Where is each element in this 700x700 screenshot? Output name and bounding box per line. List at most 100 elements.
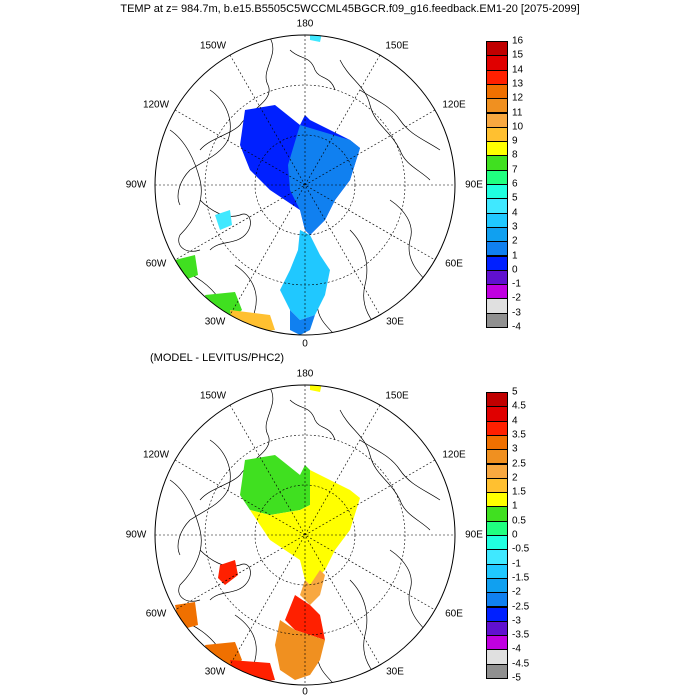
bottom-map-svg <box>154 384 456 686</box>
colorbar-swatch <box>486 269 508 286</box>
colorbar-swatch <box>486 663 508 679</box>
colorbar-swatch <box>486 212 508 228</box>
bottom-polar-map: 180 0 90W 90E 150W 150E 120W 120E 60W 60… <box>126 369 483 698</box>
colorbar-swatch <box>486 126 508 143</box>
bottom-colorbar: 5 4.5 4 3.5 3 2.5 2 1.5 1 0.5 0 -0.5 -1 -1.5 -2 -2.5 -3 -… <box>486 387 529 684</box>
colorbar-swatch <box>486 392 508 408</box>
colorbar-label: -3 <box>512 615 521 627</box>
colorbar-label: 8 <box>512 149 518 161</box>
colorbar-label: 12 <box>512 92 524 104</box>
colorbar-label: 0 <box>512 264 518 276</box>
label-150w: 150W <box>199 40 227 52</box>
colorbar-label: -1.5 <box>512 572 530 584</box>
colorbar-swatch <box>486 69 508 85</box>
colorbar-swatch <box>486 141 508 157</box>
colorbar-label: -3 <box>512 307 521 319</box>
temperature-field <box>175 35 360 335</box>
colorbar-swatch <box>486 577 508 594</box>
temperature-anomaly-field <box>175 385 360 683</box>
colorbar-swatch <box>486 563 508 579</box>
label-150e: 150E <box>385 390 409 402</box>
colorbar-swatch <box>486 284 508 300</box>
colorbar-swatch <box>486 83 508 100</box>
colorbar-swatch <box>486 463 508 479</box>
top-polar-map: 180 0 90W 90E 150W 150E 120W 120E 60W 60… <box>126 19 483 350</box>
graticule <box>155 385 455 685</box>
colorbar-label: 7 <box>512 164 518 176</box>
colorbar-label: 13 <box>512 78 524 90</box>
colorbar-swatch <box>486 420 508 436</box>
colorbar-label: 2 <box>512 235 518 247</box>
colorbar-label: -1 <box>512 278 521 290</box>
figure-title: TEMP at z= 984.7m, b.e15.B5505C5WCCML45B… <box>120 3 580 15</box>
top-colorbar: 16 15 14 13 12 11 10 9 8 7 6 5 4 3 2 1 0 -1 -2 -3 -4 <box>486 36 523 333</box>
colorbar-swatch <box>486 184 508 200</box>
colorbar-label: 6 <box>512 178 518 190</box>
colorbar-swatch <box>486 198 508 214</box>
colorbar-swatch <box>486 549 508 565</box>
colorbar-swatch <box>486 112 508 128</box>
top-map-svg <box>154 34 456 336</box>
map-boundary <box>154 34 456 336</box>
colorbar-label: -4 <box>512 321 521 333</box>
label-90w: 90W <box>125 179 147 191</box>
label-180: 180 <box>296 368 314 380</box>
colorbar-label: -2 <box>512 292 521 304</box>
colorbar-label: 5 <box>512 386 518 398</box>
colorbar-swatch <box>486 434 508 451</box>
colorbar-swatch <box>486 41 508 57</box>
label-150e: 150E <box>385 40 409 52</box>
colorbar-swatch <box>486 592 508 608</box>
colorbar-label: -2.5 <box>512 601 530 612</box>
colorbar-swatch <box>486 477 508 494</box>
label-60e: 60E <box>445 608 463 620</box>
colorbar-swatch <box>486 155 508 171</box>
label-30e: 30E <box>386 316 404 328</box>
label-120e: 120E <box>442 99 466 111</box>
label-120w: 120W <box>142 449 170 461</box>
colorbar-swatch <box>486 492 508 508</box>
colorbar-label: 0.5 <box>512 515 526 527</box>
colorbar-label: -5 <box>512 672 521 684</box>
colorbar-label: 2.5 <box>512 458 526 469</box>
colorbar-swatch <box>486 649 508 665</box>
colorbar-swatch <box>486 255 508 271</box>
colorbar-label: 4 <box>512 415 518 427</box>
label-90e: 90E <box>465 529 483 541</box>
map-boundary <box>154 384 456 686</box>
label-150w: 150W <box>199 390 227 402</box>
colorbar-swatch <box>486 169 508 185</box>
colorbar-label: 4.5 <box>512 400 526 412</box>
colorbar-label: 16 <box>512 35 524 47</box>
label-120w: 120W <box>142 99 170 111</box>
colorbar-label: 3.5 <box>512 429 526 441</box>
colorbar-label: -1 <box>512 558 521 570</box>
colorbar-label: -2 <box>512 586 521 598</box>
colorbar-label: 3 <box>512 443 518 455</box>
colorbar-label: -3.5 <box>512 629 530 641</box>
colorbar-swatch <box>486 298 508 314</box>
colorbar-label: 2 <box>512 472 518 484</box>
label-30e: 30E <box>386 666 404 678</box>
colorbar-swatch <box>486 449 508 465</box>
label-0: 0 <box>302 338 308 350</box>
label-60w: 60W <box>145 608 167 620</box>
label-30w: 30W <box>204 316 226 328</box>
label-30w: 30W <box>204 666 226 678</box>
colorbar-label: 1.5 <box>512 486 526 498</box>
colorbar-swatch <box>486 635 508 651</box>
bottom-subtitle: (MODEL - LEVITUS/PHC2) <box>150 352 285 364</box>
colorbar-label: 1 <box>512 500 518 512</box>
colorbar-swatch <box>486 606 508 622</box>
colorbar-label: -4 <box>512 643 521 655</box>
colorbar-swatch <box>486 520 508 536</box>
colorbar-swatch <box>486 98 508 114</box>
colorbar-swatch <box>486 241 508 257</box>
colorbar-label: 15 <box>512 49 524 61</box>
colorbar-label: -4.5 <box>512 658 530 670</box>
label-180: 180 <box>296 18 314 30</box>
graticule <box>155 35 455 335</box>
colorbar-swatch <box>486 55 508 71</box>
colorbar-label: 1 <box>512 250 518 261</box>
label-60e: 60E <box>445 258 463 270</box>
